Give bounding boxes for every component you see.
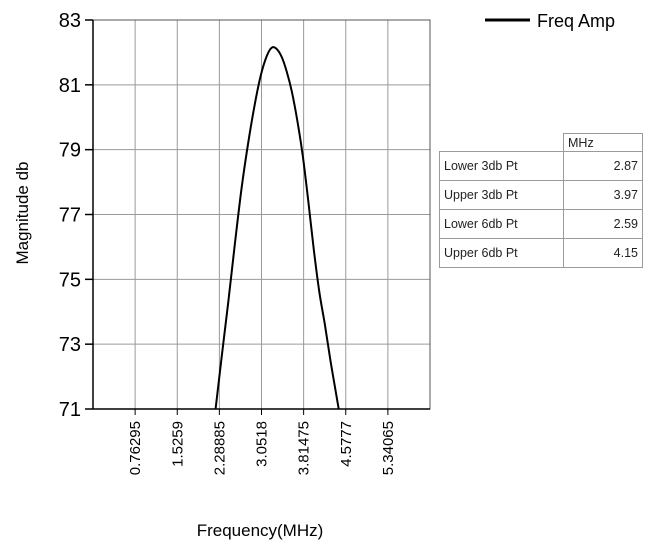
y-tick-labels: 71 73 75 77 79 81 83 [59, 10, 81, 421]
y-tick-label: 81 [59, 75, 81, 97]
x-tick-label: 0.76295 [127, 421, 144, 475]
table-row-label: Lower 3db Pt [439, 151, 564, 181]
y-tick-label: 71 [59, 399, 81, 421]
table-row: Upper 3db Pt 3.97 [439, 180, 643, 210]
x-tick-label: 5.34065 [380, 421, 397, 475]
table-row-value: 3.97 [563, 180, 643, 210]
y-tick-label: 73 [59, 334, 81, 356]
series-group [214, 46, 340, 410]
y-tick-label: 75 [59, 269, 81, 291]
table-row-label: Lower 6db Pt [439, 209, 564, 239]
table-corner-cell [439, 133, 564, 152]
table-row: Upper 6db Pt 4.15 [439, 238, 643, 268]
table-row: Lower 6db Pt 2.59 [439, 209, 643, 239]
x-tick-label: 2.28885 [211, 421, 228, 475]
x-tick-label: 4.5777 [338, 421, 355, 467]
table-row-value: 2.59 [563, 209, 643, 239]
table-header-unit: MHz [563, 133, 643, 152]
x-tick-label: 3.0518 [254, 421, 271, 467]
legend-label: Freq Amp [537, 11, 615, 31]
table-row: Lower 3db Pt 2.87 [439, 151, 643, 181]
axes [85, 19, 430, 415]
legend: Freq Amp [485, 11, 615, 31]
table-row-label: Upper 6db Pt [439, 238, 564, 268]
table-header-row: MHz [439, 133, 643, 152]
x-tick-labels: 0.76295 1.5259 2.28885 3.0518 3.81475 4.5777 5… [127, 421, 397, 475]
y-axis-label: Magnitude db [13, 161, 32, 264]
table-row-value: 2.87 [563, 151, 643, 181]
y-tick-label: 79 [59, 140, 81, 162]
series-line-freq-amp [214, 46, 340, 410]
x-tick-label: 1.5259 [169, 421, 186, 467]
table-row-value: 4.15 [563, 238, 643, 268]
cutoff-table: MHz Lower 3db Pt 2.87 Upper 3db Pt 3.97 Lowe… [439, 133, 643, 268]
y-tick-label: 83 [59, 10, 81, 32]
x-axis-label: Frequency(MHz) [197, 521, 324, 540]
table-body: Lower 3db Pt 2.87 Upper 3db Pt 3.97 Lower 6d… [439, 151, 643, 268]
x-tick-label: 3.81475 [296, 421, 313, 475]
y-tick-label: 77 [59, 205, 81, 227]
table-row-label: Upper 3db Pt [439, 180, 564, 210]
